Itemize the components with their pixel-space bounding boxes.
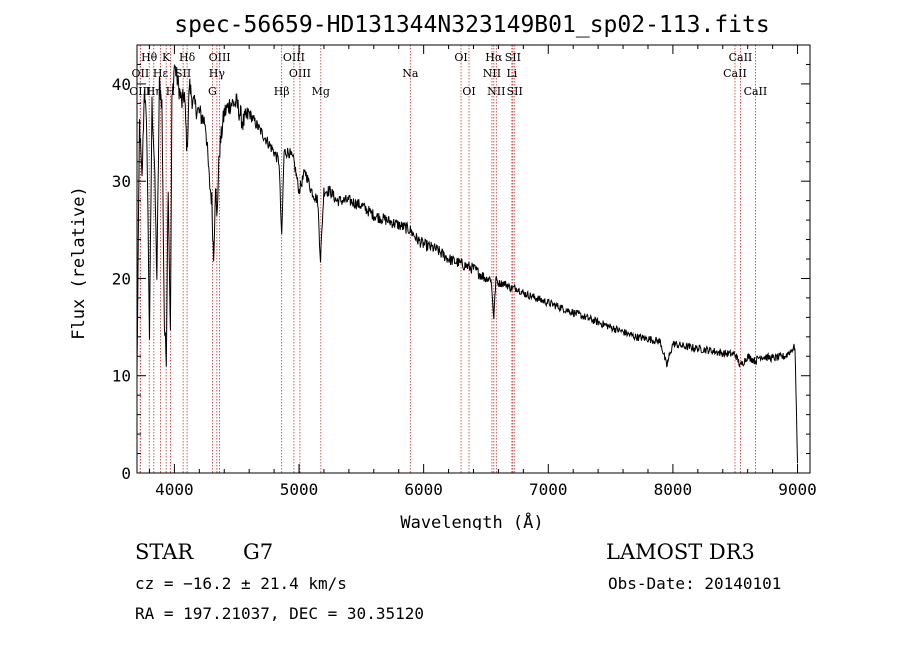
spectrum-line [136, 63, 798, 464]
line-label-7: SII [175, 67, 191, 80]
redshift-value: cz = −16.2 ± 21.4 km/s [135, 574, 347, 593]
x-axis-label: Wavelength (Å) [400, 511, 543, 530]
line-label-9: OIII [209, 51, 231, 64]
line-label-12: OIII [283, 51, 305, 64]
line-label-2: OIII [129, 85, 151, 98]
line-label-22: SII [505, 51, 521, 64]
survey-name: LAMOST DR3 [606, 540, 755, 564]
x-tick-label: 4000 [155, 480, 194, 499]
coordinates: RA = 197.21037, DEC = 30.35120 [135, 604, 424, 623]
y-tick-label: 20 [112, 269, 131, 288]
x-tick-label: 5000 [280, 480, 319, 499]
spectral-line-labels: Hθ OII OIII K Hε Hη Hδ SII H OIII Hγ G OIII OIII Hβ Mg N… [129, 51, 767, 98]
spectrum-chart: spec-56659-HD131344N323149B01_sp02-113.f… [69, 12, 817, 530]
axis-ticks: 4000 5000 6000 7000 8000 9000 0 10 20 30 40 [112, 45, 817, 499]
line-label-0: Hθ [141, 51, 158, 64]
line-label-20: NII [483, 67, 501, 80]
x-tick-label: 7000 [529, 480, 568, 499]
x-tick-label: 8000 [654, 480, 693, 499]
line-label-1: OII [132, 67, 150, 80]
object-class: STAR [135, 540, 194, 564]
line-label-14: Hβ [274, 85, 290, 98]
line-label-17: OI [454, 51, 467, 64]
x-tick-label: 9000 [778, 480, 817, 499]
obs-date: Obs-Date: 20140101 [608, 574, 782, 593]
line-label-19: Hα [485, 51, 503, 64]
line-label-10: Hγ [209, 67, 226, 80]
y-tick-label: 10 [112, 367, 131, 386]
line-label-13: OIII [289, 67, 311, 80]
line-label-24: SII [507, 85, 523, 98]
y-axis-label: Flux (relative) [69, 186, 89, 340]
line-label-18: OI [462, 85, 475, 98]
line-label-11: G [208, 85, 217, 98]
line-label-25: CaII [729, 51, 753, 64]
line-label-6: Hδ [179, 51, 196, 64]
line-label-3: K [162, 51, 171, 64]
line-label-16: Na [402, 67, 419, 80]
line-label-15: Mg [312, 85, 330, 98]
line-label-4: Hε [153, 67, 169, 80]
line-label-26: CaII [723, 67, 747, 80]
y-tick-label: 40 [112, 75, 131, 94]
line-label-23: Li [506, 67, 517, 80]
x-tick-label: 6000 [404, 480, 443, 499]
y-tick-label: 30 [112, 172, 131, 191]
line-label-21: NII [487, 85, 505, 98]
line-label-27: CaII [744, 85, 768, 98]
chart-title: spec-56659-HD131344N323149B01_sp02-113.f… [174, 12, 769, 38]
object-subclass: G7 [243, 540, 274, 564]
line-label-8: H [166, 85, 176, 98]
line-label-5: Hη [146, 85, 162, 98]
y-tick-label: 0 [121, 464, 131, 483]
